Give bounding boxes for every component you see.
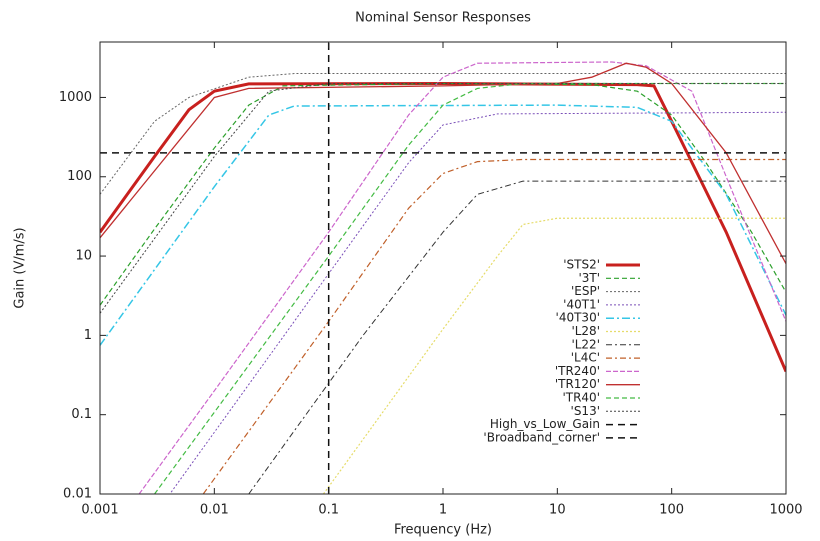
x-tick-label: 0.001 [81,503,118,518]
legend-label: 'L28' [571,324,600,338]
series-line [322,217,786,494]
legend-label: 'Broadband_corner' [483,430,600,444]
y-tick-label: 0.1 [71,407,92,422]
y-tick-label: 1 [84,328,92,343]
y-axis-label: Gain (V/m/s) [13,227,28,308]
legend-label: 'L22' [571,337,600,351]
x-tick-label: 1000 [769,503,802,518]
legend-label: 'TR40' [562,391,600,405]
series-line [154,82,786,494]
legend-label: High_vs_Low_Gain [490,417,600,431]
x-tick-label: 100 [659,503,684,518]
legend-label: 'ESP' [571,284,600,298]
series-line [138,61,786,494]
y-tick-label: 10 [75,249,92,264]
x-axis-label: Frequency (Hz) [394,523,492,538]
legend-label: '3T' [578,271,600,285]
x-tick-label: 1 [439,503,447,518]
x-tick-label: 10 [549,503,566,518]
y-tick-label: 0.01 [63,487,92,502]
legend-label: 'S13' [571,404,600,418]
series-line [169,111,786,494]
chart-title: Nominal Sensor Responses [355,11,531,26]
series-line [100,82,786,314]
y-tick-label: 100 [67,169,92,184]
legend-label: '40T30' [556,311,600,325]
series-line [100,104,786,346]
series-line [100,73,786,195]
series-line [100,62,786,265]
legend-label: '40T1' [563,297,600,311]
legend-label: 'TR120' [555,377,600,391]
series-line [100,82,786,306]
legend-label: 'TR240' [555,364,600,378]
plot-frame [99,41,787,495]
x-tick-label: 0.01 [200,503,229,518]
plot-area [100,42,786,494]
y-tick-label: 1000 [59,90,92,105]
series-line [248,180,786,494]
legend-label: 'STS2' [563,258,600,272]
legend-label: 'L4C' [571,351,600,365]
x-tick-label: 0.1 [318,503,339,518]
